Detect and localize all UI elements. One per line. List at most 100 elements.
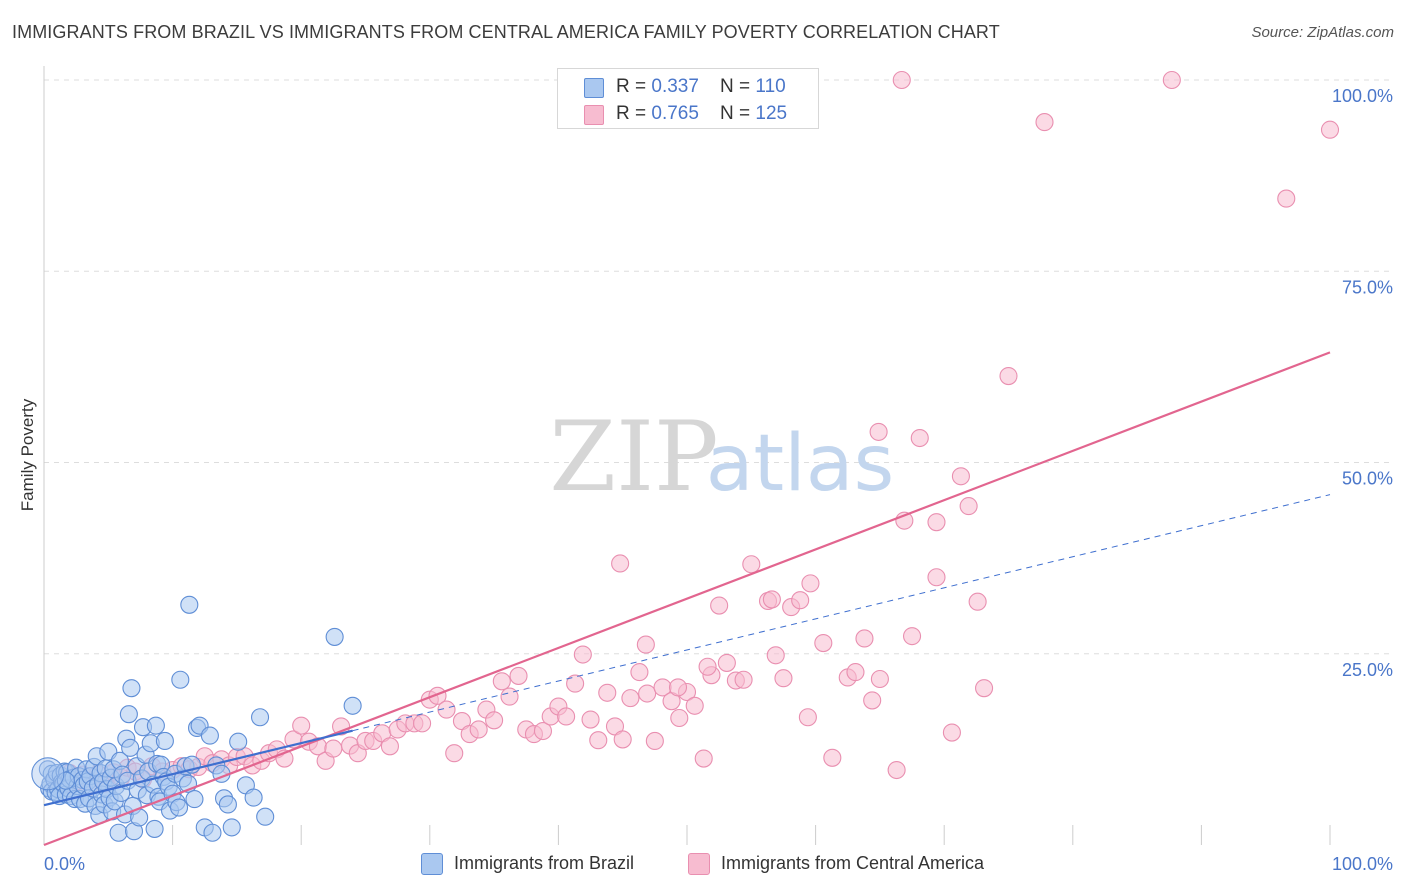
- r-label: R =: [616, 76, 652, 97]
- data-point-central-america: [492, 672, 511, 691]
- data-point-central-america: [611, 554, 630, 573]
- data-point-brazil: [171, 670, 190, 689]
- data-point-central-america: [698, 657, 717, 676]
- data-point-central-america: [1320, 120, 1340, 139]
- data-point-central-america: [766, 646, 785, 665]
- data-point-central-america: [613, 730, 632, 749]
- data-point-central-america: [668, 678, 688, 697]
- data-point-central-america: [910, 428, 929, 448]
- data-point-central-america: [791, 591, 810, 610]
- data-point-central-america: [869, 422, 888, 441]
- data-point-central-america: [801, 574, 820, 593]
- gridlines: [44, 79, 1392, 655]
- data-point-central-america: [509, 666, 528, 685]
- data-point-brazil: [122, 679, 141, 698]
- data-point-central-america: [445, 744, 464, 763]
- data-point-brazil: [244, 788, 263, 807]
- data-point-brazil: [180, 595, 199, 614]
- data-point-brazil: [169, 798, 189, 817]
- trend-line-brazil: [43, 729, 353, 807]
- data-point-central-america: [927, 513, 946, 532]
- data-point-central-america: [742, 555, 761, 574]
- data-point-central-america: [533, 721, 553, 741]
- data-point-central-america: [485, 711, 504, 730]
- data-point-central-america: [975, 679, 994, 698]
- n-label: N =: [720, 76, 756, 97]
- data-point-central-america: [959, 497, 978, 516]
- data-point-central-america: [581, 710, 600, 729]
- n-label: N =: [720, 103, 756, 124]
- data-point-central-america: [927, 568, 946, 587]
- data-point-central-america: [1277, 189, 1296, 208]
- source-credit: Source: ZipAtlas.com: [1251, 24, 1394, 41]
- series-brazil: [31, 595, 362, 842]
- y-tick-label: 25.0%: [1342, 660, 1393, 680]
- data-point-central-america: [292, 716, 311, 735]
- r-value: 0.337: [651, 76, 699, 97]
- data-point-central-america: [598, 683, 617, 702]
- data-point-brazil: [146, 716, 165, 735]
- data-point-central-america: [645, 731, 664, 751]
- trend-line-central-america: [43, 351, 1331, 847]
- data-point-central-america: [413, 714, 432, 733]
- data-point-brazil: [155, 731, 174, 751]
- data-point-central-america: [717, 653, 736, 672]
- data-point-brazil: [229, 732, 248, 751]
- data-point-central-america: [710, 596, 729, 615]
- data-point-brazil: [121, 738, 140, 757]
- data-point-brazil: [109, 823, 128, 842]
- data-point-central-america: [630, 663, 649, 682]
- data-point-central-america: [589, 731, 608, 750]
- watermark-atlas: atlas: [706, 419, 895, 509]
- tick-labels: 25.0% 50.0% 75.0% 100.0% 0.0% 100.0%: [44, 86, 1393, 874]
- data-point-brazil: [145, 819, 164, 838]
- x-tick-label: 100.0%: [1332, 854, 1393, 874]
- data-point-brazil: [250, 708, 270, 727]
- r-value: 0.765: [651, 103, 699, 124]
- data-point-brazil: [343, 696, 362, 715]
- data-point-central-america: [1162, 70, 1181, 90]
- data-point-central-america: [951, 467, 970, 486]
- watermark-zip: ZIP: [549, 401, 718, 513]
- data-point-brazil: [185, 790, 204, 809]
- brazil-swatch: [584, 78, 604, 98]
- data-point-central-america: [968, 592, 987, 611]
- legend-swatch-central-america: [688, 853, 710, 875]
- data-point-brazil: [325, 627, 344, 646]
- data-point-central-america: [636, 635, 655, 654]
- y-tick-label: 100.0%: [1332, 86, 1393, 106]
- data-point-central-america: [798, 708, 817, 727]
- data-point-brazil: [222, 818, 241, 837]
- data-point-brazil: [200, 726, 219, 745]
- y-tick-label: 50.0%: [1342, 469, 1393, 489]
- data-point-brazil: [119, 705, 138, 724]
- data-point-central-america: [774, 669, 793, 688]
- axes: [43, 66, 1331, 845]
- data-point-central-america: [469, 720, 488, 739]
- data-point-central-america: [823, 748, 842, 767]
- data-point-central-america: [573, 645, 592, 664]
- data-point-central-america: [566, 674, 585, 693]
- trend-line-brazil-projected: [352, 494, 1331, 732]
- n-value: 125: [755, 103, 788, 124]
- r-label: R =: [616, 103, 652, 124]
- data-point-central-america: [999, 367, 1018, 386]
- data-point-central-america: [380, 737, 399, 756]
- data-point-central-america: [694, 749, 713, 768]
- data-point-brazil: [203, 823, 222, 842]
- data-point-central-america: [734, 670, 753, 689]
- data-point-central-america: [855, 629, 874, 648]
- watermark: ZIP atlas: [549, 401, 894, 513]
- data-point-central-america: [500, 687, 519, 706]
- data-point-central-america: [814, 633, 833, 653]
- data-point-central-america: [846, 663, 865, 682]
- data-point-central-america: [324, 739, 343, 758]
- data-point-central-america: [863, 691, 882, 710]
- data-point-central-america: [870, 669, 889, 689]
- y-tick-label: 75.0%: [1342, 277, 1393, 297]
- data-point-central-america: [670, 708, 689, 728]
- data-point-central-america: [942, 723, 961, 742]
- legend-label-central-america: Immigrants from Central America: [721, 853, 985, 873]
- data-point-central-america: [1035, 113, 1054, 132]
- data-point-brazil: [56, 771, 75, 790]
